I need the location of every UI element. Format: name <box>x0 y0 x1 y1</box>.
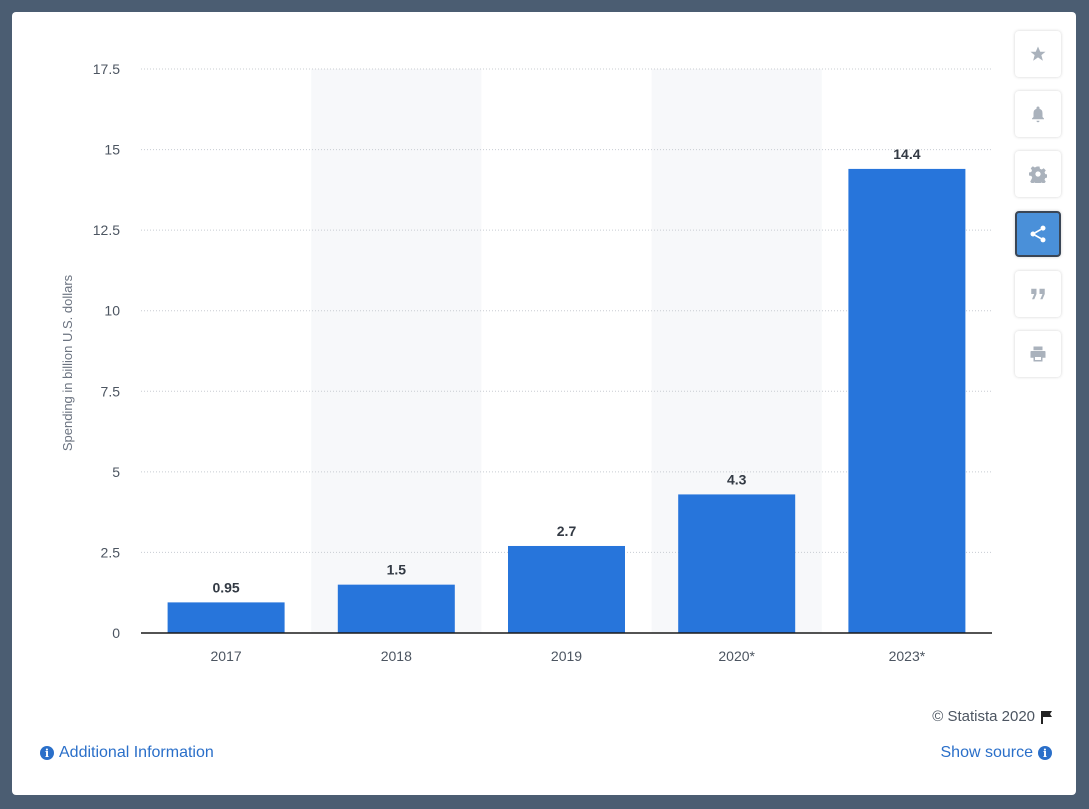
settings-button[interactable] <box>1015 151 1061 197</box>
share-button[interactable] <box>1015 211 1061 257</box>
x-tick-label: 2019 <box>551 648 582 664</box>
bar <box>678 494 796 633</box>
y-tick-label: 2.5 <box>101 544 121 560</box>
additional-information-link[interactable]: i Additional Information <box>40 744 214 762</box>
copyright-text: © Statista 2020 <box>932 708 1035 725</box>
bar <box>508 545 625 633</box>
y-tick-label: 5 <box>112 464 120 480</box>
data-label: 4.3 <box>727 471 747 487</box>
gear-icon <box>1029 166 1047 183</box>
y-tick-label: 17.5 <box>93 61 120 77</box>
show-source-link[interactable]: Show source i <box>940 744 1052 762</box>
data-label: 2.7 <box>557 523 577 539</box>
bar-chart: 0 2.5 5 7.5 10 12.5 15 17.5 0.95 2017 1.5 2018 2.7 20… <box>60 61 992 664</box>
info-icon: i <box>1038 746 1052 760</box>
bar <box>167 602 285 633</box>
additional-information-label: Additional Information <box>59 744 214 761</box>
y-tick-label: 7.5 <box>101 383 121 399</box>
data-label: 14.4 <box>893 146 920 162</box>
chart-toolbar <box>1015 31 1061 391</box>
cite-button[interactable] <box>1015 271 1061 317</box>
copyright-notice: © Statista 2020 <box>932 708 1054 725</box>
print-button[interactable] <box>1015 331 1061 377</box>
print-icon <box>1030 346 1046 362</box>
y-tick-label: 0 <box>112 625 120 641</box>
y-tick-label: 15 <box>104 142 120 158</box>
y-tick-label: 12.5 <box>93 222 120 238</box>
x-tick-label: 2023* <box>889 648 926 664</box>
flag-icon <box>1041 710 1052 724</box>
chart-card: 0 2.5 5 7.5 10 12.5 15 17.5 0.95 2017 1.5 2018 2.7 20… <box>12 12 1076 795</box>
star-icon <box>1030 46 1046 61</box>
quote-icon <box>1031 288 1045 300</box>
share-icon <box>1030 225 1046 243</box>
data-label: 1.5 <box>387 562 407 578</box>
favorite-button[interactable] <box>1015 31 1061 77</box>
x-tick-label: 2017 <box>211 648 242 664</box>
y-tick-label: 10 <box>104 303 120 319</box>
y-axis-title: Spending in billion U.S. dollars <box>60 274 75 451</box>
info-icon: i <box>40 746 54 760</box>
x-tick-label: 2020* <box>718 648 755 664</box>
bar <box>848 168 966 633</box>
bell-icon <box>1032 106 1044 123</box>
notification-button[interactable] <box>1015 91 1061 137</box>
x-tick-label: 2018 <box>381 648 412 664</box>
bar <box>337 584 455 633</box>
data-label: 0.95 <box>212 579 239 595</box>
show-source-label: Show source <box>940 744 1034 761</box>
category-band <box>311 69 482 633</box>
